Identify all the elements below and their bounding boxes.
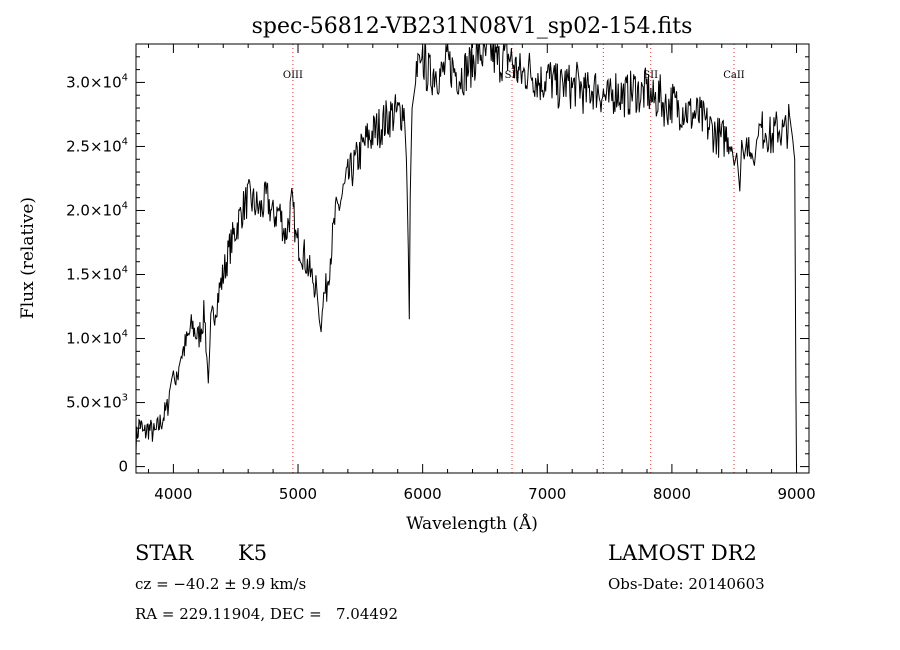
y-tick-label: 3.0×104 bbox=[66, 72, 128, 91]
y-tick-exponent: 4 bbox=[122, 200, 128, 211]
redshift-cz: cz = −40.2 ± 9.9 km/s bbox=[135, 575, 307, 593]
spectral-line-markers bbox=[292, 44, 735, 473]
ra-dec-coordinates: RA = 229.11904, DEC = 7.04492 bbox=[135, 605, 399, 623]
spectral-line-label: SII bbox=[505, 70, 520, 81]
x-tick-label: 7000 bbox=[528, 485, 566, 503]
y-tick-exponent: 4 bbox=[122, 329, 128, 340]
plot-frame bbox=[135, 43, 810, 474]
x-axis-label: Wavelength (Å) bbox=[406, 513, 538, 534]
spectrum-line bbox=[135, 43, 797, 467]
object-class: STAR bbox=[135, 541, 194, 565]
y-tick-mantissa: 5.0×10 bbox=[66, 394, 122, 412]
y-tick-label: 2.0×104 bbox=[66, 200, 128, 219]
y-tick-label: 0 bbox=[118, 458, 128, 476]
y-tick-mantissa: 1.5×10 bbox=[66, 266, 122, 284]
y-tick-exponent: 4 bbox=[122, 136, 128, 147]
observation-date: Obs-Date: 20140603 bbox=[608, 575, 765, 593]
survey-name: LAMOST DR2 bbox=[608, 541, 757, 565]
y-tick-mantissa: 0 bbox=[118, 458, 128, 476]
x-tick-label: 8000 bbox=[653, 485, 691, 503]
y-tick-exponent: 3 bbox=[122, 393, 128, 404]
y-tick-label: 1.5×104 bbox=[66, 265, 128, 284]
tick-labels: 4000 5000 6000 7000 8000 900005.0×1031.0×1041… bbox=[66, 72, 816, 503]
x-tick-label: 9000 bbox=[777, 485, 815, 503]
y-tick-exponent: 4 bbox=[122, 265, 128, 276]
y-tick-label: 5.0×103 bbox=[66, 393, 128, 412]
spectral-line-label: OIII bbox=[283, 70, 303, 81]
y-tick-mantissa: 2.5×10 bbox=[66, 137, 122, 155]
spectrum-series bbox=[135, 43, 797, 467]
y-tick-label: 1.0×104 bbox=[66, 329, 128, 348]
x-tick-label: 6000 bbox=[404, 485, 442, 503]
spectral-line-label: CaII bbox=[723, 70, 745, 81]
y-tick-mantissa: 3.0×10 bbox=[66, 73, 122, 91]
chart-title: spec-56812-VB231N08V1_sp02-154.fits bbox=[252, 14, 693, 39]
y-tick-mantissa: 1.0×10 bbox=[66, 330, 122, 348]
x-tick-label: 5000 bbox=[279, 485, 317, 503]
axis-ticks bbox=[136, 44, 809, 473]
object-subclass: K5 bbox=[238, 541, 268, 565]
y-tick-exponent: 4 bbox=[122, 72, 128, 83]
spectral-line-label: SII bbox=[643, 70, 658, 81]
y-tick-label: 2.5×104 bbox=[66, 136, 128, 155]
x-tick-label: 4000 bbox=[154, 485, 192, 503]
y-axis-label: Flux (relative) bbox=[18, 197, 38, 319]
spectral-line-labels: OIII SII SII CaII bbox=[283, 70, 745, 81]
y-tick-mantissa: 2.0×10 bbox=[66, 201, 122, 219]
